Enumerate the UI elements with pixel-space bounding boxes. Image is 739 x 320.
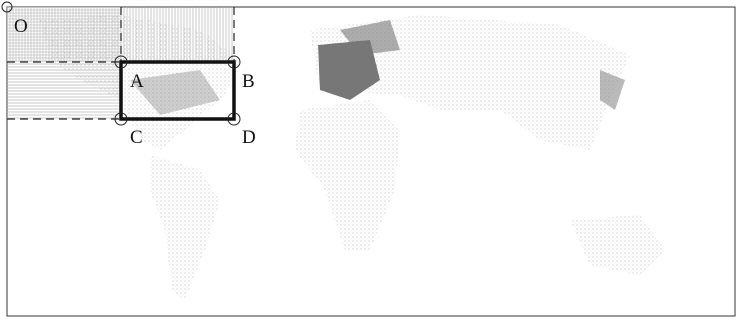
page: O A B C D (() => { const data = JSON.par…: [0, 0, 739, 320]
point-label: C: [130, 127, 143, 148]
point-label: A: [130, 71, 144, 92]
hatch-region: [121, 7, 234, 62]
hatch-region: [7, 62, 121, 119]
point-label: D: [242, 127, 256, 148]
point-label: B: [242, 71, 255, 92]
point-label: O: [14, 16, 28, 37]
diagram: O A B C D: [0, 0, 739, 320]
